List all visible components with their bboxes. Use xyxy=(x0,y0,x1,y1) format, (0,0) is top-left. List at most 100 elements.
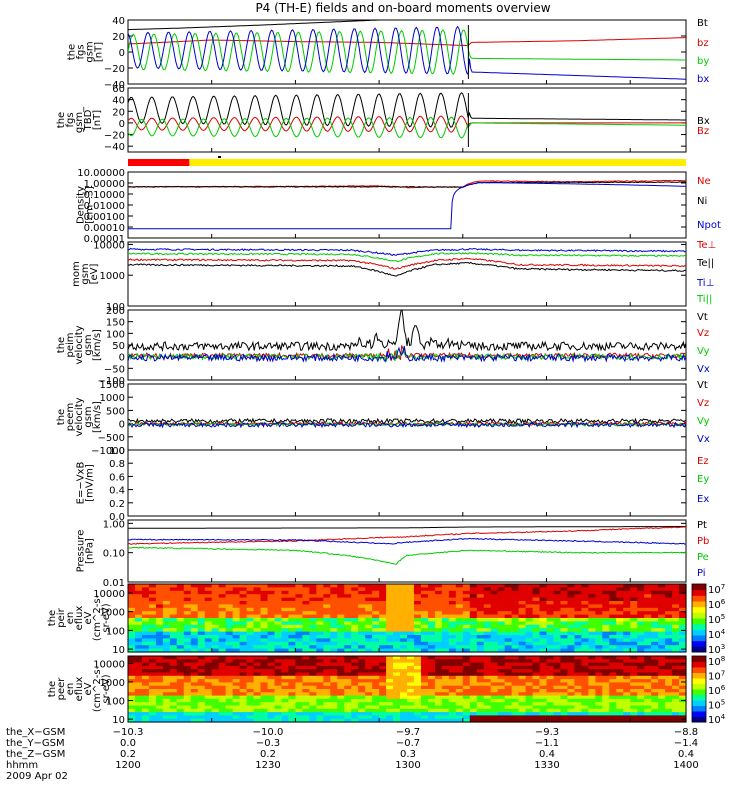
heatmap-cell xyxy=(155,698,164,703)
heatmap-cell xyxy=(393,645,401,650)
heatmap-cell xyxy=(637,631,645,636)
heatmap-cell xyxy=(407,698,415,703)
heatmap-cell xyxy=(358,679,366,683)
heatmap-cell xyxy=(155,715,164,720)
heatmap-cell xyxy=(239,718,248,723)
heatmap-cell xyxy=(323,659,331,664)
heatmap-cell xyxy=(560,601,569,605)
heatmap-cell xyxy=(476,679,485,683)
heatmap-cell xyxy=(134,635,143,639)
heatmap-cell xyxy=(197,614,206,619)
legend-Bz: Bz xyxy=(697,126,709,137)
heatmap-cell xyxy=(665,607,673,612)
heatmap-cell xyxy=(672,594,680,599)
colorbar-segment xyxy=(692,716,706,723)
heatmap-cell xyxy=(469,718,478,723)
heatmap-cell xyxy=(441,659,450,664)
heatmap-cell xyxy=(560,718,569,723)
heatmap-cell xyxy=(525,635,534,639)
heatmap-cell xyxy=(400,635,408,639)
heatmap-cell xyxy=(525,614,534,619)
heatmap-cell xyxy=(644,682,652,687)
heatmap-cell xyxy=(295,708,303,713)
heatmap-cell xyxy=(602,715,610,720)
heatmap-cell xyxy=(532,682,541,687)
heatmap-cell xyxy=(595,698,603,703)
heatmap-cell xyxy=(644,601,652,605)
legend-Te||: Te|| xyxy=(696,258,714,269)
heatmap-cell xyxy=(504,659,513,664)
heatmap-cell xyxy=(581,679,589,683)
heatmap-cell xyxy=(413,594,422,599)
heatmap-cell xyxy=(288,656,296,660)
heatmap-cell xyxy=(427,692,436,697)
heatmap-cell xyxy=(176,638,185,643)
heatmap-cell xyxy=(281,669,290,674)
heatmap-cell xyxy=(553,659,562,664)
heatmap-cell xyxy=(134,715,143,720)
heatmap-cell xyxy=(225,662,234,667)
heatmap-cell xyxy=(400,705,408,710)
heatmap-cell xyxy=(441,685,450,690)
heatmap-cell xyxy=(658,682,666,687)
heatmap-cell xyxy=(574,590,582,595)
heatmap-cell xyxy=(372,675,380,680)
colorbar-label: 107 xyxy=(708,670,725,683)
heatmap-cell xyxy=(253,659,262,664)
heatmap-cell xyxy=(148,604,157,609)
heatmap-cell xyxy=(197,712,206,716)
heatmap-cell xyxy=(609,601,617,605)
heatmap-cell xyxy=(218,638,227,643)
heatmap-cell xyxy=(504,638,513,643)
heatmap-cell xyxy=(253,590,262,595)
heatmap-cell xyxy=(462,594,471,599)
heatmap-cell xyxy=(616,708,624,713)
heatmap-cell xyxy=(302,708,310,713)
legend-Vy: Vy xyxy=(697,416,710,427)
heatmap-cell xyxy=(351,624,359,629)
heatmap-cell xyxy=(309,662,317,667)
heatmap-cell xyxy=(504,621,513,626)
heatmap-cell xyxy=(532,611,541,616)
heatmap-cell xyxy=(672,672,680,677)
heatmap-cell xyxy=(232,621,241,626)
legend-Ex: Ex xyxy=(697,494,709,505)
heatmap-cell xyxy=(490,597,499,602)
heatmap-cell xyxy=(225,594,234,599)
heatmap-cell xyxy=(330,587,338,592)
heatmap-cell xyxy=(574,607,582,612)
heatmap-cell xyxy=(400,659,408,664)
heatmap-cell xyxy=(420,698,429,703)
heatmap-cell xyxy=(379,601,387,605)
heatmap-cell xyxy=(476,611,485,616)
heatmap-cell xyxy=(616,604,624,609)
heatmap-cell xyxy=(483,685,492,690)
heatmap-cell xyxy=(386,648,394,653)
y-axis-label-line: mom xyxy=(71,261,82,287)
heatmap-cell xyxy=(434,590,443,595)
heatmap-cell xyxy=(469,705,478,710)
heatmap-cell xyxy=(490,718,499,723)
heatmap-cell xyxy=(581,715,589,720)
x-row-value: 0.3 xyxy=(400,749,416,760)
heatmap-cell xyxy=(393,614,401,619)
y-axis-label-line: the xyxy=(56,112,67,128)
heatmap-cell xyxy=(637,705,645,710)
heatmap-cell xyxy=(532,607,541,612)
heatmap-cell xyxy=(176,587,185,592)
heatmap-cell xyxy=(644,712,652,716)
heatmap-cell xyxy=(532,695,541,700)
heatmap-cell xyxy=(316,669,324,674)
heatmap-cell xyxy=(246,601,255,605)
heatmap-cell xyxy=(351,607,359,612)
heatmap-cell xyxy=(539,705,548,710)
heatmap-cell xyxy=(581,641,589,646)
heatmap-cell xyxy=(665,698,673,703)
heatmap-cell xyxy=(616,628,624,633)
heatmap-cell xyxy=(602,665,610,670)
heatmap-cell xyxy=(155,705,164,710)
heatmap-cell xyxy=(232,645,241,650)
heatmap-cell xyxy=(379,692,387,697)
heatmap-cell xyxy=(469,641,478,646)
heatmap-cell xyxy=(183,689,192,693)
